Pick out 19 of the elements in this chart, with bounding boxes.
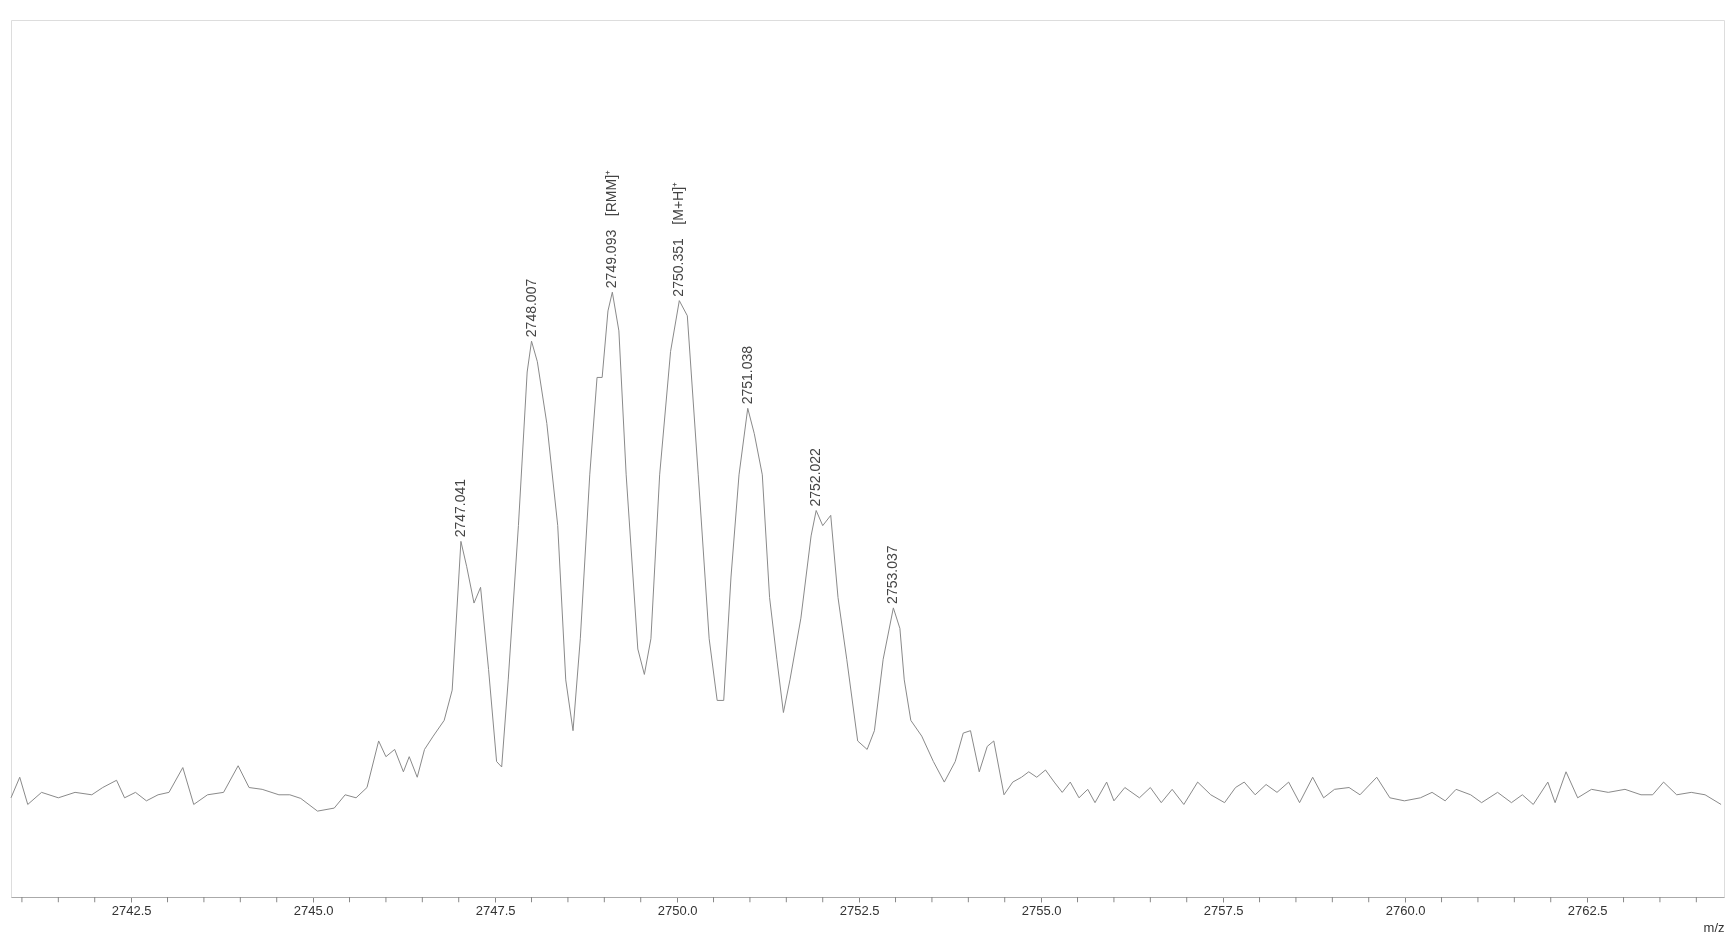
annotation: 2752.022 — [807, 447, 824, 507]
x-tick-label: 2755.0 — [1021, 902, 1062, 918]
annotation: 2748.007 — [522, 278, 539, 338]
annotation: 2751.038 — [738, 345, 755, 405]
annotation: 2753.037 — [884, 545, 901, 604]
text: [RMM]⁺ — [603, 169, 620, 217]
x-tick-label: 2745.0 — [293, 902, 334, 918]
annotation: 2750.351 — [670, 238, 687, 297]
x-tick-label: 2757.5 — [1203, 902, 1244, 918]
x-tick-label: 2747.5 — [475, 902, 516, 918]
x-axis-title: m/z — [1703, 919, 1725, 935]
x-tick-label: 2742.5 — [111, 902, 152, 918]
annotation: 2749.093 — [603, 229, 620, 289]
x-tick-label: 2750.0 — [657, 902, 698, 918]
annotation: 2747.041 — [451, 478, 468, 538]
x-tick-label: 2752.5 — [839, 902, 880, 918]
text: [M+H]⁺ — [670, 181, 687, 225]
x-tick-label: 2760.0 — [1385, 902, 1426, 918]
x-tick-label: 2762.5 — [1567, 902, 1608, 918]
